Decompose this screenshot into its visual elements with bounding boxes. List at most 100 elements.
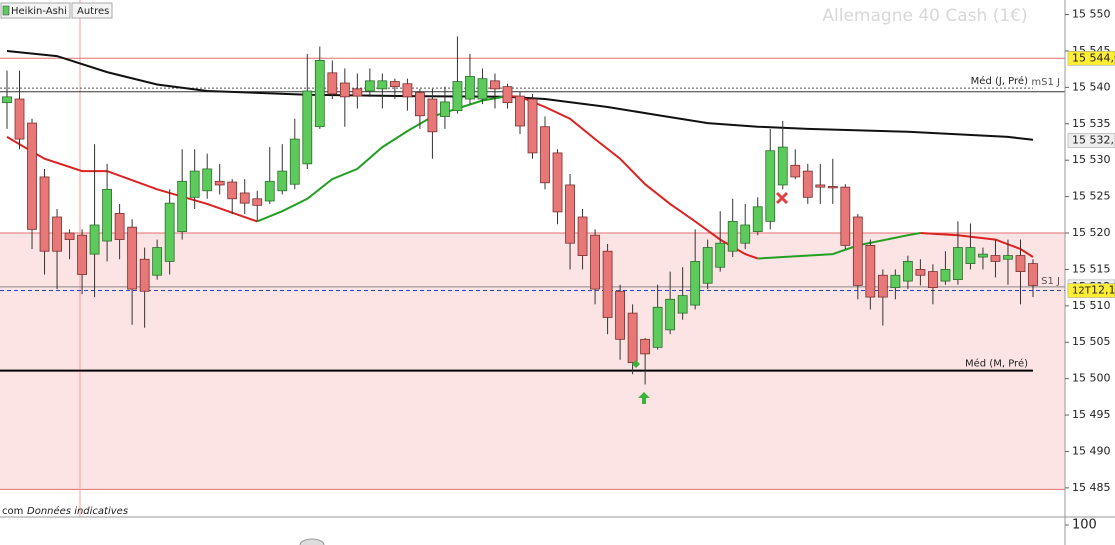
y-tick-label: 15 485 — [1072, 481, 1111, 494]
candle-body — [427, 98, 438, 133]
candle-body — [177, 180, 188, 232]
candle-body — [364, 80, 375, 92]
candle-body — [389, 81, 400, 88]
candle-body — [27, 122, 37, 230]
y-tick-label: 15 515 — [1072, 262, 1111, 275]
button-label[interactable]: Autres — [77, 6, 109, 17]
button-label[interactable]: Heikin-Ashi — [11, 6, 67, 17]
candle-body — [840, 186, 851, 246]
candle-body — [1028, 263, 1038, 286]
candle-body — [214, 180, 225, 186]
candle-body — [865, 244, 876, 298]
candle-body — [802, 170, 813, 198]
sell-cross — [775, 191, 789, 205]
candle-body — [752, 206, 763, 232]
candle-body — [590, 234, 600, 290]
candle-body — [890, 274, 901, 289]
candle-body — [702, 247, 713, 284]
candle-body — [440, 101, 450, 117]
button-icon — [2, 5, 10, 16]
candle-body — [189, 170, 200, 198]
candle-body — [402, 83, 413, 98]
candle-body — [765, 150, 776, 222]
price-label-box — [1067, 133, 1115, 148]
level-text: Méd (J, Pré) — [971, 75, 1028, 87]
candle-body — [602, 250, 613, 318]
level-text: Méd (M, Pré) — [965, 358, 1028, 370]
candle-body — [990, 255, 1001, 262]
y-tick-label: 15 505 — [1072, 335, 1111, 348]
candle-body — [727, 220, 738, 252]
candle-body — [777, 146, 788, 186]
y-tick-label: 15 530 — [1072, 153, 1111, 166]
candle-body — [502, 86, 513, 104]
candle-body — [615, 290, 625, 340]
level-text: mS1 J — [1031, 77, 1060, 88]
candle-body — [1003, 255, 1013, 260]
candle-body — [289, 138, 300, 185]
candle-body — [877, 274, 888, 298]
candle-body — [490, 80, 500, 90]
candle-body — [477, 78, 488, 100]
moving-average — [256, 95, 508, 223]
candle-body — [552, 152, 563, 213]
candle-body — [352, 88, 363, 97]
candle-body — [252, 198, 263, 206]
candle-body — [690, 261, 701, 306]
button[interactable] — [0, 2, 71, 19]
chart-title: Allemagne 40 Cash (1€) — [822, 6, 1027, 26]
y-tick-label: 15 525 — [1072, 190, 1111, 203]
candle-body — [652, 306, 663, 348]
volume-tick-label: 100 — [1072, 518, 1097, 533]
footer-note: Données indicatives — [27, 505, 128, 517]
candle-body — [665, 298, 676, 331]
candle-body — [14, 98, 25, 140]
price-label-box — [1067, 283, 1115, 298]
candle-body — [953, 247, 963, 281]
candle-body — [127, 226, 138, 290]
candle-body — [640, 338, 651, 355]
y-tick-label: 15 535 — [1072, 117, 1111, 130]
candle-body — [277, 170, 288, 192]
candle-body — [39, 176, 50, 252]
candle-body — [527, 98, 538, 154]
candle-body — [114, 212, 125, 240]
candle-body — [77, 234, 87, 275]
candle-body — [227, 181, 238, 200]
candle-body — [239, 192, 250, 204]
moving-average — [6, 50, 1034, 141]
candle-body — [377, 80, 388, 90]
candle-body — [102, 188, 112, 242]
y-tick-label: 15 520 — [1072, 226, 1111, 239]
price-label: 12,1 — [1091, 284, 1115, 297]
candle-body — [915, 269, 926, 276]
y-tick-label: 15 540 — [1072, 80, 1111, 93]
candle-body — [465, 76, 475, 100]
candle-body — [89, 224, 100, 255]
y-tick-label: 15 500 — [1072, 372, 1111, 385]
scroll-handle[interactable] — [299, 538, 325, 545]
signal — [632, 360, 640, 368]
button[interactable] — [71, 2, 113, 19]
candle-body — [302, 90, 313, 165]
candle-body — [52, 216, 62, 252]
candle-body — [565, 184, 575, 244]
level-text: S1 J — [1041, 276, 1060, 287]
candle-body — [515, 95, 525, 127]
candle-body — [677, 295, 688, 314]
candle-body — [852, 216, 863, 286]
candle-body — [790, 164, 801, 178]
price-label: 15 544,0 — [1072, 51, 1115, 64]
buy-arrow — [638, 392, 650, 404]
candle-body — [415, 92, 425, 117]
candle-body — [540, 126, 550, 184]
candle-body — [264, 180, 275, 202]
y-tick-label: 15 495 — [1072, 408, 1111, 421]
candle-body — [327, 72, 338, 95]
price-label-box — [1067, 51, 1115, 66]
candle-body — [64, 232, 75, 240]
y-tick-label: 15 490 — [1072, 444, 1111, 457]
y-tick-label: 15 510 — [1072, 299, 1111, 312]
candle-body — [577, 216, 588, 256]
